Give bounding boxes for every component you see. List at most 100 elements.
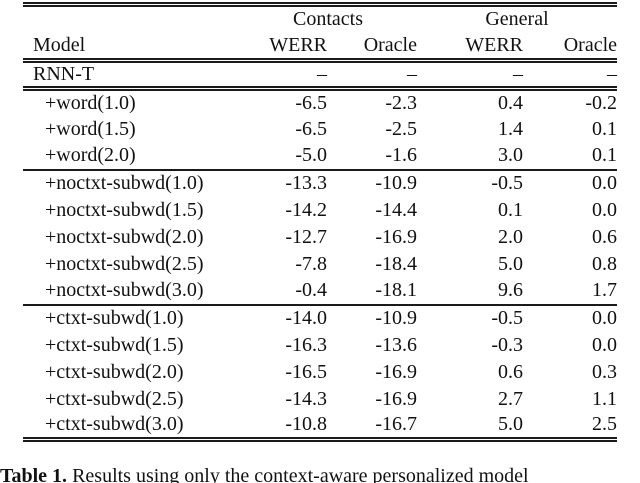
value-cell-oracle-contacts: -2.3 bbox=[385, 91, 417, 114]
value-cell-oracle-general: -0.2 bbox=[585, 91, 618, 114]
value-cell-oracle-contacts: -16.7 bbox=[375, 413, 417, 436]
value-cell-werr-general: 2.7 bbox=[498, 387, 523, 410]
value-cell-werr-contacts: – bbox=[317, 63, 327, 85]
value-cell-werr-contacts: -10.8 bbox=[285, 413, 327, 436]
value-cell-oracle-general: 0.3 bbox=[592, 360, 618, 383]
value-cell-werr-general: -0.3 bbox=[491, 333, 523, 356]
value-cell-oracle-general: 0.8 bbox=[592, 252, 618, 275]
model-cell: +ctxt-subwd(3.0) bbox=[45, 413, 184, 436]
value-cell-werr-general: 0.6 bbox=[498, 360, 523, 383]
value-cell-oracle-contacts: -18.4 bbox=[375, 252, 417, 275]
value-cell-oracle-contacts: -18.1 bbox=[375, 279, 417, 301]
value-cell-oracle-contacts: -16.9 bbox=[375, 225, 417, 248]
value-cell-oracle-contacts: -10.9 bbox=[375, 307, 417, 329]
group-baseline: RNN-T – – – – bbox=[23, 61, 618, 89]
value-cell-oracle-general: 0.0 bbox=[592, 198, 618, 221]
table-row: +ctxt-subwd(2.5) -14.3 -16.9 2.7 1.1 bbox=[23, 386, 617, 413]
group-ctxt-subwd: +ctxt-subwd(1.0) -14.0 -10.9 -0.5 0.0 +c… bbox=[23, 304, 618, 440]
model-cell: +ctxt-subwd(1.0) bbox=[45, 307, 184, 329]
value-cell-werr-contacts: -14.0 bbox=[285, 307, 327, 329]
value-cell-werr-general: 3.0 bbox=[498, 144, 523, 166]
value-cell-werr-contacts: -6.5 bbox=[295, 117, 327, 140]
table-row: +ctxt-subwd(2.0) -16.5 -16.9 0.6 0.3 bbox=[23, 359, 617, 386]
value-cell-oracle-contacts: -16.9 bbox=[375, 360, 417, 383]
value-cell-oracle-contacts: -10.9 bbox=[375, 172, 417, 194]
value-cell-werr-general: 9.6 bbox=[498, 279, 523, 301]
value-cell-werr-contacts: -5.0 bbox=[295, 144, 327, 166]
model-cell: +noctxt-subwd(2.0) bbox=[45, 225, 204, 248]
value-cell-oracle-contacts: -13.6 bbox=[375, 333, 417, 356]
value-cell-werr-contacts: -7.8 bbox=[295, 252, 327, 275]
model-cell: +ctxt-subwd(2.0) bbox=[45, 360, 184, 383]
column-header-model: Model bbox=[33, 33, 86, 56]
table-row: +noctxt-subwd(1.5) -14.2 -14.4 0.1 0.0 bbox=[23, 197, 617, 224]
column-header-oracle-general: Oracle bbox=[563, 33, 618, 56]
column-header-werr-general: WERR bbox=[465, 33, 523, 56]
results-table: Contacts General Model WERR Oracle WERR … bbox=[23, 2, 618, 442]
value-cell-werr-contacts: -13.3 bbox=[285, 172, 327, 194]
model-cell: +noctxt-subwd(3.0) bbox=[45, 279, 204, 301]
value-cell-oracle-general: 1.1 bbox=[592, 387, 618, 410]
value-cell-oracle-general: 0.1 bbox=[592, 144, 618, 166]
model-cell: +noctxt-subwd(1.5) bbox=[45, 198, 204, 221]
table-header: Contacts General Model WERR Oracle WERR … bbox=[23, 4, 618, 61]
table-row: +noctxt-subwd(1.0) -13.3 -10.9 -0.5 0.0 bbox=[23, 170, 617, 197]
value-cell-oracle-general: – bbox=[607, 63, 618, 85]
value-cell-oracle-general: 0.0 bbox=[592, 307, 618, 329]
value-cell-werr-contacts: -14.3 bbox=[285, 387, 327, 410]
value-cell-werr-general: 1.4 bbox=[498, 117, 523, 140]
column-group-header-row: Contacts General bbox=[23, 5, 617, 33]
value-cell-werr-general: 2.0 bbox=[498, 225, 523, 248]
value-cell-oracle-general: 0.1 bbox=[592, 117, 618, 140]
table-row: +word(1.0) -6.5 -2.3 0.4 -0.2 bbox=[23, 89, 617, 116]
column-header-oracle-contacts: Oracle bbox=[363, 33, 417, 56]
value-cell-werr-contacts: -14.2 bbox=[285, 198, 327, 221]
model-cell: +word(1.0) bbox=[45, 91, 136, 114]
value-cell-werr-general: 5.0 bbox=[498, 413, 523, 436]
value-cell-werr-general: – bbox=[513, 63, 523, 85]
value-cell-werr-general: 5.0 bbox=[498, 252, 523, 275]
value-cell-oracle-contacts: -14.4 bbox=[375, 198, 417, 221]
model-cell: +ctxt-subwd(1.5) bbox=[45, 333, 184, 356]
value-cell-oracle-contacts: -16.9 bbox=[375, 387, 417, 410]
column-group-contacts: Contacts bbox=[293, 8, 363, 30]
table-row: +ctxt-subwd(1.0) -14.0 -10.9 -0.5 0.0 bbox=[23, 305, 617, 332]
value-cell-werr-contacts: -6.5 bbox=[295, 91, 327, 114]
column-group-general: General bbox=[485, 8, 549, 30]
value-cell-oracle-general: 2.5 bbox=[592, 413, 618, 436]
value-cell-werr-contacts: -12.7 bbox=[285, 225, 327, 248]
model-cell: +noctxt-subwd(1.0) bbox=[45, 172, 204, 194]
group-noctxt-subwd: +noctxt-subwd(1.0) -13.3 -10.9 -0.5 0.0 … bbox=[23, 169, 618, 305]
empty-corner-cell bbox=[23, 5, 239, 33]
group-word: +word(1.0) -6.5 -2.3 0.4 -0.2 +word(1.5)… bbox=[23, 89, 617, 170]
table-row: +word(1.5) -6.5 -2.5 1.4 0.1 bbox=[23, 116, 617, 143]
column-header-row: Model WERR Oracle WERR Oracle bbox=[23, 32, 617, 61]
model-cell: RNN-T bbox=[33, 63, 95, 85]
table-row: +word(2.0) -5.0 -1.6 3.0 0.1 bbox=[23, 143, 617, 170]
value-cell-oracle-general: 0.6 bbox=[592, 225, 618, 248]
value-cell-oracle-contacts: -2.5 bbox=[385, 117, 417, 140]
caption-label: Table 1. bbox=[0, 465, 68, 483]
value-cell-oracle-general: 1.7 bbox=[592, 279, 618, 301]
column-header-werr-contacts: WERR bbox=[269, 33, 327, 56]
value-cell-werr-contacts: -16.5 bbox=[285, 360, 327, 383]
model-cell: +word(2.0) bbox=[45, 144, 136, 166]
table-row: +ctxt-subwd(3.0) -10.8 -16.7 5.0 2.5 bbox=[23, 413, 617, 440]
value-cell-oracle-general: 0.0 bbox=[592, 333, 618, 356]
value-cell-oracle-general: 0.0 bbox=[592, 172, 618, 194]
table-row: +noctxt-subwd(2.0) -12.7 -16.9 2.0 0.6 bbox=[23, 224, 617, 251]
table-caption: Table 1. Results using only the context-… bbox=[0, 464, 640, 483]
value-cell-werr-contacts: -16.3 bbox=[285, 333, 327, 356]
value-cell-oracle-contacts: – bbox=[407, 63, 417, 85]
value-cell-werr-contacts: -0.4 bbox=[295, 279, 327, 301]
table-row: +noctxt-subwd(3.0) -0.4 -18.1 9.6 1.7 bbox=[23, 278, 617, 305]
table-row: RNN-T – – – – bbox=[23, 61, 617, 89]
model-cell: +word(1.5) bbox=[45, 117, 136, 140]
value-cell-oracle-contacts: -1.6 bbox=[385, 144, 417, 166]
caption-text: Results using only the context-aware per… bbox=[72, 465, 529, 483]
model-cell: +noctxt-subwd(2.5) bbox=[45, 252, 204, 275]
value-cell-werr-general: -0.5 bbox=[491, 172, 523, 194]
value-cell-werr-general: -0.5 bbox=[491, 307, 523, 329]
table-row: +ctxt-subwd(1.5) -16.3 -13.6 -0.3 0.0 bbox=[23, 332, 617, 359]
